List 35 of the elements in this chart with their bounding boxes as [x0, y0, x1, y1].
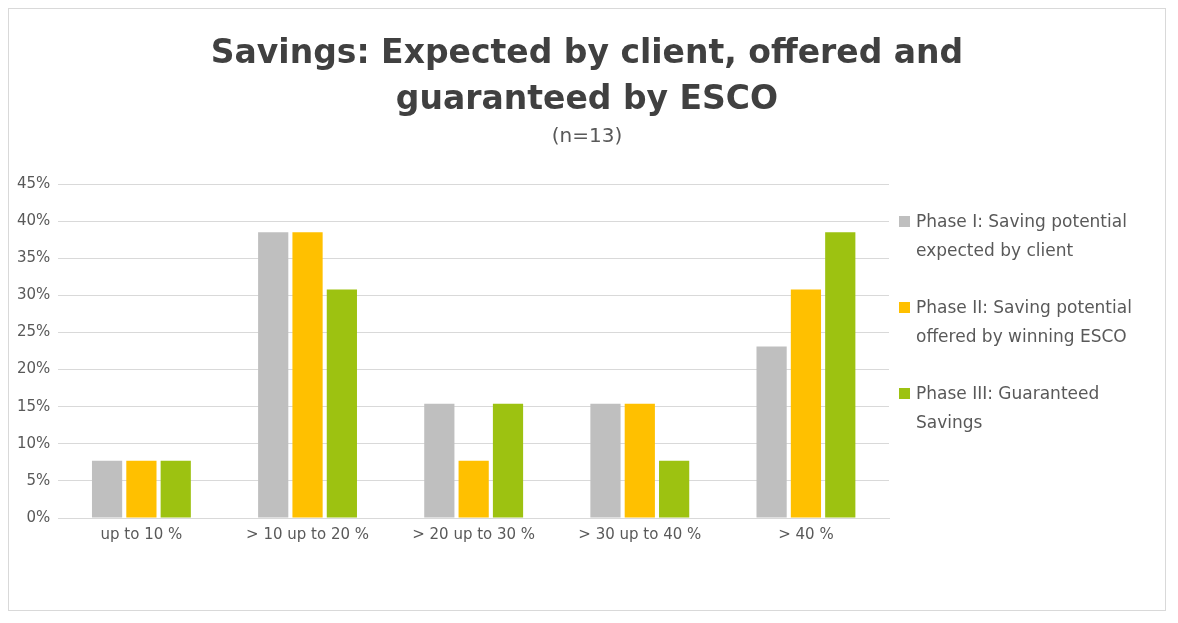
- bar: [590, 403, 621, 518]
- y-tick-label: 0%: [26, 507, 51, 526]
- bar: [458, 460, 489, 518]
- chart-subtitle: (n=13): [550, 123, 624, 147]
- y-tick-label: 5%: [26, 470, 51, 489]
- x-tick-label: > 10 up to 20 %: [246, 524, 370, 543]
- bar: [424, 403, 455, 518]
- y-tick-label: 15%: [17, 396, 51, 415]
- bar: [292, 232, 323, 518]
- legend-label: Phase II: Saving potential offered by winning ESCO: [916, 296, 1133, 348]
- bar: [126, 460, 157, 518]
- y-tick-label: 35%: [17, 248, 51, 267]
- x-tick-label: > 30 up to 40 %: [578, 524, 702, 543]
- y-tick-label: 20%: [17, 359, 51, 378]
- bar: [91, 460, 123, 518]
- chart-title: Savings: Expected by client, offered and guaranteed by ESCO: [209, 31, 965, 119]
- y-tick-label: 40%: [17, 211, 51, 229]
- bar: [756, 346, 787, 518]
- bar: [659, 460, 690, 518]
- bar: [624, 403, 655, 518]
- y-tick-label: 10%: [17, 433, 51, 452]
- y-tick-label: 45%: [17, 173, 51, 192]
- y-tick-label: 25%: [17, 322, 51, 341]
- x-tick-label: up to 10 %: [100, 524, 183, 543]
- bar: [825, 232, 856, 518]
- bar: [160, 460, 191, 518]
- bar: [258, 232, 289, 518]
- y-tick-label: 30%: [17, 285, 51, 304]
- legend-label: Phase I: Saving potential expected by client: [916, 210, 1128, 262]
- bar: [326, 289, 357, 518]
- x-tick-label: > 20 up to 30 %: [412, 524, 536, 543]
- bar: [492, 403, 524, 518]
- x-tick-label: > 40 %: [778, 524, 834, 543]
- legend-label: Phase III: Guaranteed Savings: [916, 382, 1101, 434]
- bar: [790, 289, 822, 518]
